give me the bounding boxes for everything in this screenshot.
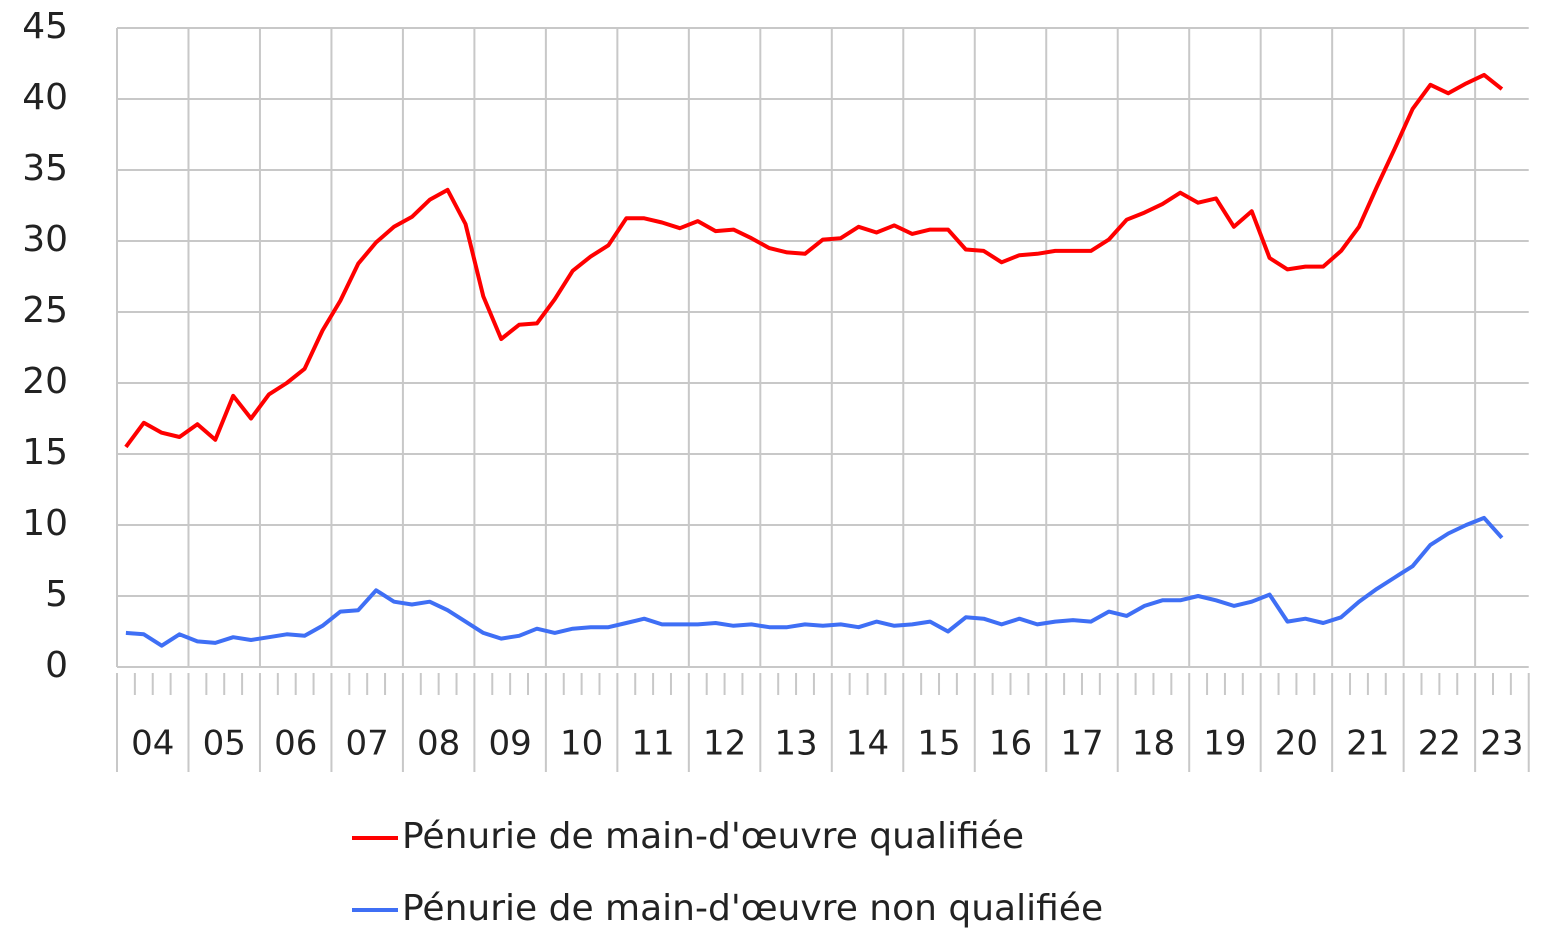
y-tick-label: 25 <box>22 290 68 331</box>
line-series <box>124 72 1504 449</box>
x-tick-label: 18 <box>1132 724 1175 764</box>
y-tick-label: 30 <box>22 219 68 260</box>
x-tick-label: 17 <box>1060 724 1103 764</box>
legend-label: Pénurie de main-d'œuvre qualifiée <box>402 816 1024 857</box>
x-tick-label: 12 <box>703 724 746 764</box>
line-series <box>125 515 1504 648</box>
y-tick-label: 45 <box>22 6 68 47</box>
x-tick-label: 07 <box>346 724 389 764</box>
x-tick-label: 19 <box>1203 724 1246 764</box>
y-tick-label: 0 <box>45 645 68 686</box>
y-tick-label: 40 <box>22 77 68 118</box>
y-tick-label: 5 <box>45 574 68 615</box>
x-tick-label: 23 <box>1480 724 1523 764</box>
x-tick-label: 13 <box>774 724 817 764</box>
x-tick-label: 16 <box>989 724 1032 764</box>
x-tick-label: 09 <box>489 724 532 764</box>
x-tick-label: 14 <box>846 724 889 764</box>
x-tick-label: 10 <box>560 724 603 764</box>
x-tick-label: 21 <box>1346 724 1389 764</box>
y-tick-label: 10 <box>22 503 68 544</box>
x-tick-label: 05 <box>203 724 246 764</box>
y-tick-label: 15 <box>22 432 68 473</box>
x-tick-label: 20 <box>1275 724 1318 764</box>
x-tick-label: 06 <box>274 724 317 764</box>
x-tick-label: 04 <box>131 724 174 764</box>
x-tick-label: 08 <box>417 724 460 764</box>
x-tick-label: 15 <box>917 724 960 764</box>
x-tick-label: 22 <box>1418 724 1461 764</box>
y-tick-label: 35 <box>22 148 68 189</box>
legend-label: Pénurie de main-d'œuvre non qualifiée <box>402 888 1103 929</box>
y-tick-label: 20 <box>22 361 68 402</box>
x-tick-label: 11 <box>631 724 674 764</box>
